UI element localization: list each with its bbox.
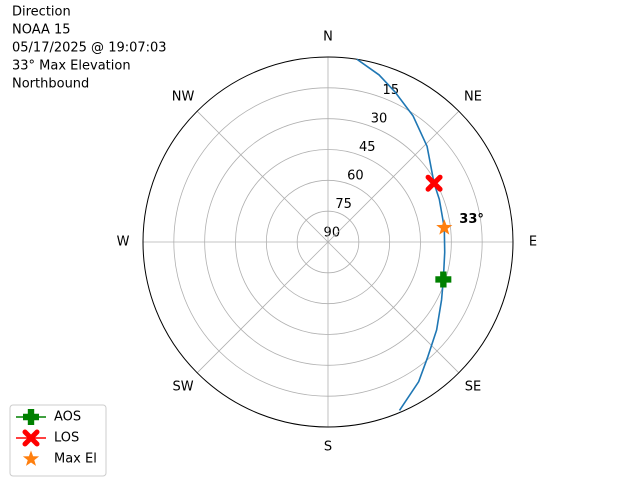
title-line: NOAA 15 xyxy=(12,23,71,38)
direction-label: SW xyxy=(172,379,193,394)
annotation: 33° xyxy=(459,212,484,227)
direction-label: NE xyxy=(464,90,482,105)
radial-tick-label: 75 xyxy=(335,197,352,212)
direction-label: W xyxy=(117,235,130,250)
direction-label: S xyxy=(324,440,332,455)
marker-star xyxy=(436,219,453,235)
marker-star xyxy=(22,450,40,466)
radial-tick-label: 30 xyxy=(371,111,388,126)
marker-plus xyxy=(435,271,452,288)
title-line: 33° Max Elevation xyxy=(12,59,131,74)
marker-plus xyxy=(23,409,39,425)
direction-label: E xyxy=(529,235,537,250)
marker-x xyxy=(425,174,443,192)
outer-frame xyxy=(142,56,514,428)
radial-tick-label: 15 xyxy=(383,83,400,98)
title-line: Direction xyxy=(12,5,71,20)
radial-tick-label: 60 xyxy=(347,168,364,183)
grid-spoke xyxy=(327,241,460,374)
legend-label: Max El xyxy=(54,452,97,467)
radial-tick-label: 45 xyxy=(359,140,376,155)
direction-label: N xyxy=(323,30,333,45)
direction-label: NW xyxy=(172,90,195,105)
legend-label: LOS xyxy=(54,431,79,446)
grid-spoke xyxy=(196,241,329,374)
legend-label: AOS xyxy=(54,410,81,425)
grid-spoke xyxy=(327,110,460,243)
title-line: 05/17/2025 @ 19:07:03 xyxy=(12,41,167,56)
direction-label: SE xyxy=(465,379,481,394)
title-line: Northbound xyxy=(12,77,89,92)
grid-spoke xyxy=(196,110,329,243)
marker-x xyxy=(22,429,40,447)
